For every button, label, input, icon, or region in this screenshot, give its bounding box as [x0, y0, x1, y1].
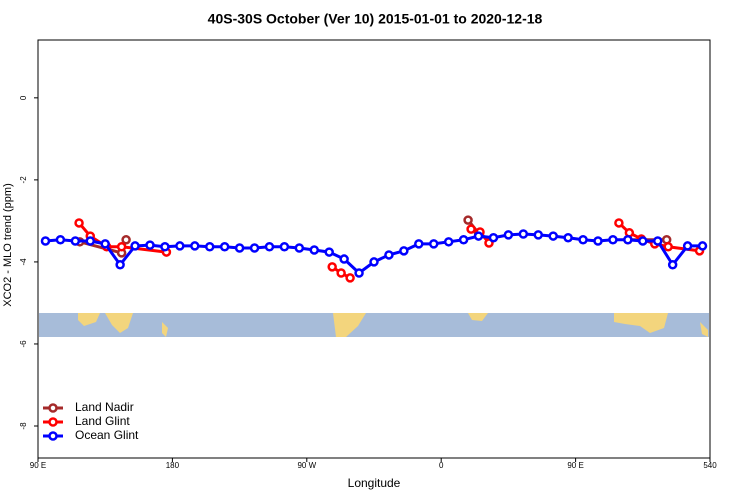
- point: [190, 241, 200, 251]
- point: [116, 241, 127, 252]
- point: [682, 241, 693, 251]
- point: [100, 239, 110, 249]
- point: [354, 268, 364, 278]
- point: [264, 241, 275, 252]
- point: [249, 243, 260, 253]
- point: [345, 273, 355, 283]
- point: [234, 243, 245, 253]
- point: [40, 236, 51, 246]
- point: [663, 241, 673, 252]
- chart-title: 40S-30S October (Ver 10) 2015-01-01 to 2…: [208, 11, 543, 27]
- point: [488, 232, 499, 243]
- y-tick-label: -2: [19, 176, 28, 184]
- series-line: [45, 232, 703, 275]
- point: [638, 236, 648, 246]
- x-tick-label: 90 E: [30, 461, 46, 470]
- point: [463, 215, 473, 225]
- point: [548, 231, 558, 241]
- point: [384, 250, 394, 260]
- point: [204, 241, 215, 252]
- plot-frame: [37, 39, 711, 459]
- point: [652, 236, 663, 246]
- point: [145, 240, 155, 250]
- point: [327, 262, 337, 272]
- point: [336, 268, 346, 278]
- x-tick-label: 180: [166, 461, 180, 470]
- x-tick-label: 90 W: [297, 461, 316, 470]
- legend-label: Land Nadir: [75, 400, 134, 414]
- point: [667, 260, 678, 270]
- y-tick-label: 0: [19, 95, 28, 100]
- point: [294, 243, 305, 253]
- point: [70, 236, 81, 246]
- legend-marker: [48, 403, 58, 413]
- point: [614, 218, 624, 228]
- y-axis-label: XCO2 - MLO trend (ppm): [2, 183, 14, 306]
- point: [697, 241, 708, 251]
- x-axis-label: Longitude: [348, 476, 401, 490]
- legend-label: Ocean Glint: [75, 428, 139, 442]
- legend-marker: [48, 417, 58, 427]
- point: [160, 241, 170, 252]
- point: [414, 239, 424, 249]
- point: [458, 235, 469, 245]
- point: [466, 224, 476, 234]
- point: [369, 257, 379, 267]
- y-tick-label: -6: [19, 340, 28, 348]
- point: [74, 218, 84, 228]
- point: [309, 245, 320, 255]
- y-tick-label: -8: [19, 422, 28, 430]
- point: [623, 235, 633, 245]
- point: [608, 235, 618, 245]
- point: [399, 246, 409, 256]
- point: [428, 239, 439, 249]
- point: [115, 260, 125, 270]
- point: [55, 235, 66, 245]
- point: [219, 241, 230, 252]
- x-tick-label: 90 E: [567, 461, 583, 470]
- point: [279, 241, 290, 252]
- point: [563, 232, 573, 243]
- map-strip: [39, 313, 709, 337]
- legend-label: Land Glint: [75, 414, 130, 428]
- point: [121, 235, 131, 245]
- x-tick-label: 0: [439, 461, 444, 470]
- point: [518, 229, 529, 239]
- y-tick-label: -4: [19, 258, 28, 266]
- point: [339, 254, 349, 264]
- point: [175, 241, 185, 251]
- point: [578, 235, 588, 245]
- point: [533, 230, 544, 240]
- point: [593, 236, 603, 246]
- point: [85, 236, 96, 246]
- point: [503, 230, 514, 240]
- x-tick-label: 540: [703, 461, 717, 470]
- legend-marker: [48, 431, 58, 441]
- point: [130, 241, 140, 251]
- point: [473, 231, 484, 241]
- point: [443, 237, 454, 247]
- point: [324, 247, 334, 257]
